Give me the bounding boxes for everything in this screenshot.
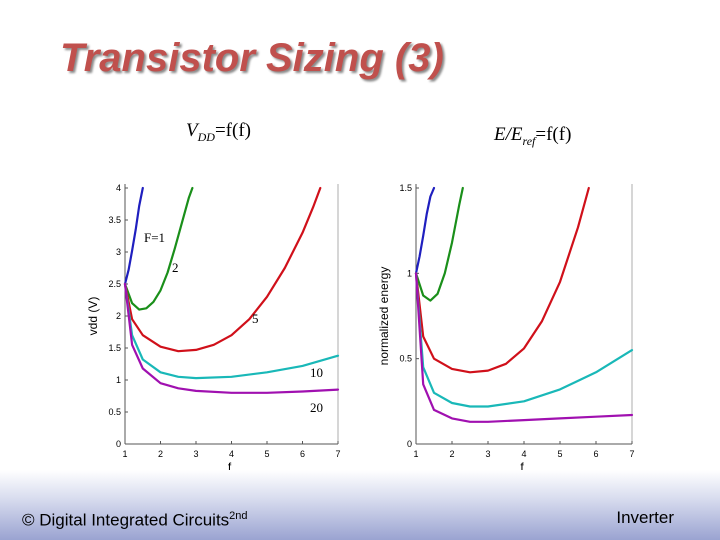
y-tick-label: 1.5 [108,343,121,353]
series-line-f20 [414,272,634,423]
x-tick-label: 2 [449,449,454,459]
series-line-f1 [123,186,144,286]
y-tick-label: 0 [116,439,121,449]
series-label-f10: 10 [310,365,323,380]
series-label-f5: 5 [252,311,259,326]
series-label-f2: 2 [172,260,179,275]
x-tick-label: 2 [158,449,163,459]
x-tick-label: 3 [485,449,490,459]
x-tick-label: 4 [229,449,234,459]
footer-chapter-label: Inverter [616,508,674,527]
series-line-f5 [414,186,590,374]
x-axis-label: f [228,460,232,470]
y-axis-label: normalized energy [377,267,391,366]
x-tick-label: 7 [335,449,340,459]
series-line-f20 [123,282,340,394]
y-tick-label: 1 [116,375,121,385]
x-tick-label: 5 [557,449,562,459]
caption-main: V [186,120,198,141]
footer-bar [0,470,720,540]
y-tick-label: 2 [116,311,121,321]
x-tick-label: 4 [521,449,526,459]
series-line-f10 [414,272,634,408]
y-tick-label: 3.5 [108,215,121,225]
footer-course-label: © Digital Integrated Circuits2nd [22,510,248,531]
right-plot-caption: E/Eref=f(f) [494,124,571,149]
series-line-f2 [123,186,194,311]
left-plot-caption: VDD=f(f) [186,120,251,145]
y-tick-label: 0.5 [399,354,412,364]
series-line-f2 [414,186,464,302]
y-tick-label: 1 [407,268,412,278]
y-axis-label: vdd (V) [86,297,100,336]
series-label-f20: 20 [310,400,323,415]
y-tick-label: 0 [407,439,412,449]
slide-title: Transistor Sizing (3) [60,36,444,80]
caption-rest: =f(f) [214,120,251,141]
x-tick-label: 7 [629,449,634,459]
series-line-f10 [123,282,340,380]
caption-rest: =f(f) [535,124,572,145]
y-tick-label: 1.5 [399,183,412,193]
footer-course-text: © Digital Integrated Circuits [22,510,230,530]
x-axis-label: f [520,460,524,470]
x-tick-label: 1 [413,449,418,459]
x-tick-label: 6 [593,449,598,459]
series-line-f1 [414,186,436,275]
series-label-f1: F=1 [144,230,165,245]
caption-sub: ref [522,133,536,148]
x-tick-label: 5 [264,449,269,459]
y-tick-label: 4 [116,183,121,193]
x-tick-label: 1 [122,449,127,459]
y-tick-label: 2.5 [108,279,121,289]
y-tick-label: 3 [116,247,121,257]
x-tick-label: 6 [300,449,305,459]
series-line-f5 [123,186,322,353]
caption-main: E/E [494,124,523,145]
y-tick-label: 0.5 [108,407,121,417]
footer-edition: 2nd [229,510,248,522]
x-tick-label: 3 [193,449,198,459]
caption-sub: DD [197,129,215,144]
